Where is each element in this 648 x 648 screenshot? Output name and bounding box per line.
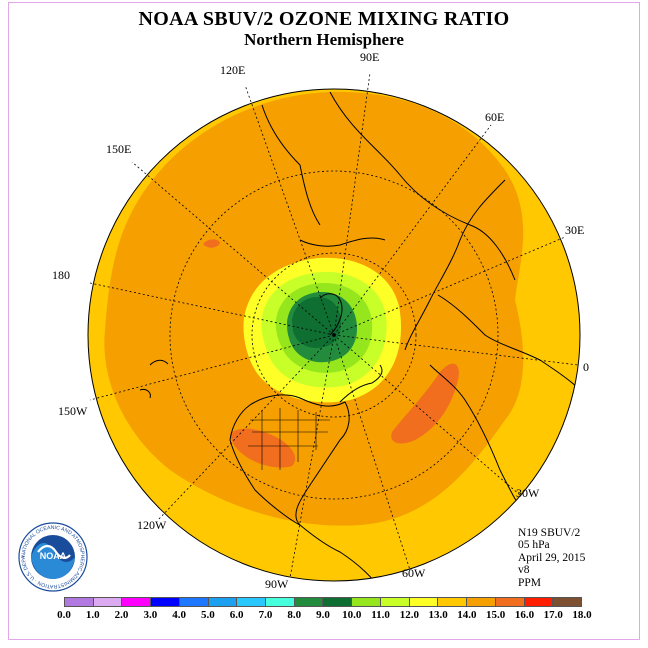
colorbar-tick-label: 14.0 [457, 609, 477, 621]
lon-label-150w: 150W [58, 404, 88, 418]
colorbar-tick-label: 11.0 [371, 609, 390, 621]
colorbar-tick-label: 9.0 [316, 609, 330, 621]
colorbar-swatch [438, 598, 468, 606]
colorbar-swatch [495, 598, 525, 606]
lon-label-120e: 120E [220, 63, 246, 77]
colorbar [64, 597, 582, 607]
colorbar-swatch [266, 598, 295, 606]
meridian-120w [157, 334, 335, 521]
colorbar-swatch [237, 598, 267, 606]
colorbar-swatch [409, 598, 439, 606]
lon-label-30w: 30W [516, 486, 540, 500]
lon-label-90e: 90E [360, 50, 380, 64]
colorbar-swatch [323, 598, 353, 606]
colorbar-tick-label: 15.0 [486, 609, 506, 621]
colorbar-swatch [65, 598, 94, 606]
version-label: v8 [518, 564, 530, 577]
meridian-60e [333, 124, 492, 336]
lon-label-30e: 30E [565, 223, 585, 237]
meridian-30e [333, 236, 566, 336]
colorbar-tick-label: 7.0 [258, 609, 273, 621]
colorbar-tick-label: 10.0 [342, 609, 362, 621]
meridian-60w [333, 334, 411, 571]
colorbar-tick-label: 0.0 [57, 609, 71, 621]
colorbar-tick-label: 12.0 [399, 609, 419, 621]
map-boundary [87, 88, 581, 582]
noaa-logo-text: NOAA [40, 551, 67, 561]
lon-label-120w: 120W [137, 518, 167, 532]
colorbar-tick-label: 8.0 [287, 609, 302, 621]
colorbar-tick-label: 3.0 [143, 609, 158, 621]
meridian-150e [131, 161, 335, 336]
contour-15-16-america [230, 428, 296, 468]
meridian-180 [89, 282, 335, 336]
colorbar-swatch [122, 598, 152, 606]
colorbar-swatch [352, 598, 381, 606]
lon-label-90w: 90W [265, 577, 289, 591]
colorbar-tick-label: 17.0 [543, 609, 563, 621]
latitude-circle-30n [169, 170, 499, 500]
lon-label-150e: 150E [106, 142, 132, 156]
meridian-120e [244, 84, 335, 336]
colorbar-swatch [380, 598, 410, 606]
product-info: N19 SBUV/2 05 hPa April 29, 2015 v8 PPM [518, 527, 585, 589]
figure-subtitle: Northern Hemisphere [244, 30, 404, 49]
colorbar-swatch [524, 598, 554, 606]
colorbar-swatch [93, 598, 123, 606]
colorbar-swatch [294, 598, 324, 606]
graticule [87, 72, 581, 582]
colorbar-tick-label: 13.0 [428, 609, 448, 621]
contour-15-16-pacific [203, 239, 220, 248]
meridian-90w [289, 334, 335, 579]
colorbar-swatch [179, 598, 209, 606]
colorbar-tick-label: 6.0 [229, 609, 244, 621]
colorbar-tick-label: 2.0 [114, 609, 129, 621]
colorbar-swatch [151, 598, 180, 606]
meridian-0 [333, 334, 579, 366]
colorbar-swatch [208, 598, 238, 606]
meridian-90e [333, 72, 371, 336]
units-label: PPM [518, 576, 542, 589]
lon-label-60w: 60W [402, 566, 426, 580]
colorbar-tick-label: 5.0 [201, 609, 215, 621]
latitude-circle-60n [251, 252, 417, 418]
us-state-borders [248, 408, 330, 470]
coastlines [139, 91, 580, 581]
figure-title: NOAA SBUV/2 OZONE MIXING RATIO [138, 8, 510, 30]
date-label: April 29, 2015 [518, 551, 586, 564]
colorbar-tick-label: 4.0 [172, 609, 186, 621]
instrument-label: N19 SBUV/2 [518, 527, 581, 539]
colorbar-tick-label: 16.0 [514, 609, 535, 621]
lon-label-180: 180 [52, 268, 70, 282]
colorbar-tick-label: 18.0 [572, 609, 592, 621]
colorbar-swatch [467, 598, 496, 606]
lon-label-60e: 60E [485, 110, 505, 124]
figure-border [8, 2, 640, 640]
noaa-logo: NATIONAL OCEANIC AND ATMOSPHERIC ADMINIS… [18, 522, 88, 592]
contour-15-16-atlantic [391, 363, 459, 444]
lon-label-0: 0 [583, 360, 589, 374]
colorbar-swatch [553, 598, 581, 606]
contour-8-9 [292, 297, 342, 348]
meridian-30w [333, 334, 521, 496]
colorbar-tick-label: 1.0 [85, 609, 100, 621]
meridian-150w [89, 334, 335, 401]
pressure-level-label: 05 hPa [518, 539, 550, 552]
